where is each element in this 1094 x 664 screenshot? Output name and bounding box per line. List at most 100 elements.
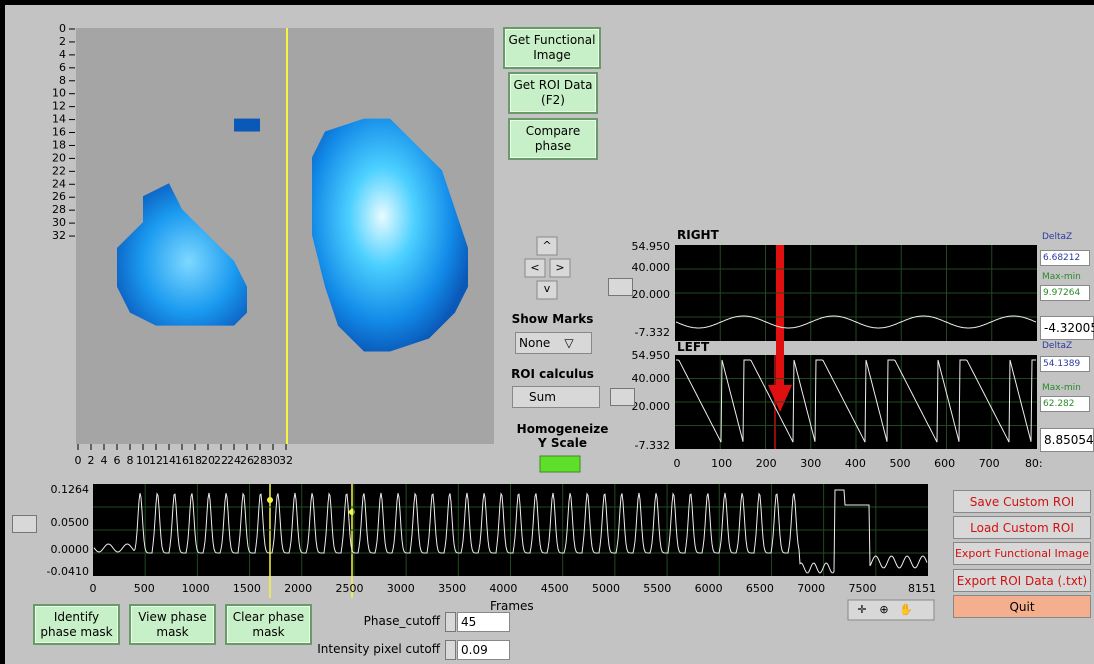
x-tick-label: 0 (674, 457, 681, 470)
ring-control[interactable]: Sum (512, 386, 600, 408)
x-tick-label: 32 (279, 454, 293, 467)
x-tick-label: 500 (890, 457, 911, 470)
x-tick-label: 2 (88, 454, 95, 467)
x-tick-label: 200 (756, 457, 777, 470)
y-tick-label: 22 (52, 164, 66, 177)
x-tick-label: 400 (845, 457, 866, 470)
x-tick-label: 0 (90, 582, 97, 595)
numeric-input[interactable]: 0.09 (457, 640, 510, 660)
label: Homogeneize Y Scale (515, 422, 610, 450)
red-arrow-shaft (776, 245, 784, 387)
button[interactable]: Identify phase mask (33, 604, 120, 645)
cursor-dot (267, 497, 273, 503)
svg-text:✛: ✛ (857, 603, 866, 616)
graph-tools[interactable]: ✛ ⊕ ✋ (848, 600, 934, 620)
label: Phase_cutoff (300, 614, 440, 628)
x-tick-label: 4500 (541, 582, 569, 595)
x-tick-label: 3000 (387, 582, 415, 595)
x-tick-label: 5500 (643, 582, 671, 595)
y-tick-label: 32 (52, 229, 66, 242)
button[interactable]: Save Custom ROI (953, 490, 1091, 513)
y-tick-label: 54.950 (632, 349, 671, 362)
y-tick-label: 54.950 (632, 240, 671, 253)
slider-handle[interactable] (610, 388, 635, 406)
x-tick-label: 4 (101, 454, 108, 467)
label: DeltaZ (1042, 232, 1072, 242)
y-tick-label: 30 (52, 216, 66, 229)
x-tick-label: 12 (149, 454, 163, 467)
dropdown[interactable]: None▽ (515, 332, 592, 354)
x-tick-label: 28 (253, 454, 267, 467)
button[interactable]: Compare phase (508, 118, 598, 160)
button[interactable]: Get Functional Image (503, 27, 601, 69)
axis-title: Frames (490, 599, 534, 613)
button[interactable]: Load Custom ROI (953, 516, 1091, 539)
y-tick-label: 18 (52, 138, 66, 151)
x-tick-label: 20 (201, 454, 215, 467)
slider-handle[interactable] (12, 515, 37, 533)
x-tick-label: 16 (175, 454, 189, 467)
label: Intensity pixel cutoff (300, 642, 440, 656)
indicator: 62.282 (1040, 396, 1090, 412)
x-tick-label: 5000 (592, 582, 620, 595)
y-tick-label: 20.000 (632, 288, 671, 301)
svg-text:<: < (530, 261, 539, 274)
svg-text:⊕: ⊕ (879, 603, 888, 616)
button[interactable]: Get ROI Data (F2) (508, 72, 598, 114)
spinner[interactable] (445, 640, 456, 660)
button[interactable]: View phase mask (129, 604, 216, 645)
label: Max-min (1042, 383, 1081, 393)
homogenize-led[interactable] (540, 456, 580, 472)
x-tick-label: 7500 (849, 582, 877, 595)
x-tick-label: 2000 (284, 582, 312, 595)
cursor-value: 8.85054 (1040, 428, 1094, 452)
y-tick-label: 0.0000 (51, 543, 90, 556)
x-tick-label: 22 (214, 454, 228, 467)
svg-text:v: v (544, 282, 551, 295)
x-tick-label: 14 (162, 454, 176, 467)
x-tick-label: 4000 (489, 582, 517, 595)
y-tick-label: 4 (59, 48, 66, 61)
x-tick-label: 500 (134, 582, 155, 595)
x-tick-label: 300 (800, 457, 821, 470)
label: ROI calculus (505, 367, 600, 381)
svg-text:✋: ✋ (899, 603, 913, 616)
y-tick-label: 0.1264 (51, 483, 90, 496)
x-tick-label: 6500 (746, 582, 774, 595)
slider-handle[interactable] (608, 278, 633, 296)
y-tick-label: 16 (52, 126, 66, 139)
chart-title: LEFT (677, 340, 709, 354)
label: Show Marks (505, 312, 600, 326)
spinner[interactable] (445, 612, 456, 632)
numeric-input[interactable]: 45 (457, 612, 510, 632)
indicator: 6.68212 (1040, 250, 1090, 266)
x-tick-label: 6000 (695, 582, 723, 595)
label: DeltaZ (1042, 341, 1072, 351)
chart-title: RIGHT (677, 228, 719, 242)
x-tick-label: 26 (240, 454, 254, 467)
y-tick-label: 6 (59, 61, 66, 74)
button[interactable]: Export ROI Data (.txt) (953, 569, 1091, 592)
y-tick-label: 10 (52, 87, 66, 100)
nav-arrows[interactable]: ^ < > v (525, 237, 570, 299)
y-tick-label: 2 (59, 35, 66, 48)
button[interactable]: Quit (953, 595, 1091, 618)
button[interactable]: Clear phase mask (225, 604, 312, 645)
x-tick-label: 700 (979, 457, 1000, 470)
y-tick-label: -0.0410 (47, 565, 89, 578)
y-tick-label: 26 (52, 190, 66, 203)
y-tick-label: 0.0500 (51, 516, 90, 529)
x-tick-label: 7000 (797, 582, 825, 595)
label: Max-min (1042, 272, 1081, 282)
app-window: ^ < > v ✛⊕✋ 0246810121416182022242628303… (0, 0, 1094, 664)
indicator: 9.97264 (1040, 285, 1090, 301)
y-tick-label: 0 (59, 22, 66, 35)
x-tick-label: 8151 (908, 582, 936, 595)
y-tick-label: -7.332 (635, 326, 670, 339)
x-tick-label: 600 (934, 457, 955, 470)
button[interactable]: Export Functional Image (953, 542, 1091, 565)
x-tick-label: 0 (75, 454, 82, 467)
svg-text:>: > (555, 261, 564, 274)
dropdown-value: None (519, 336, 550, 350)
y-tick-label: 14 (52, 113, 66, 126)
